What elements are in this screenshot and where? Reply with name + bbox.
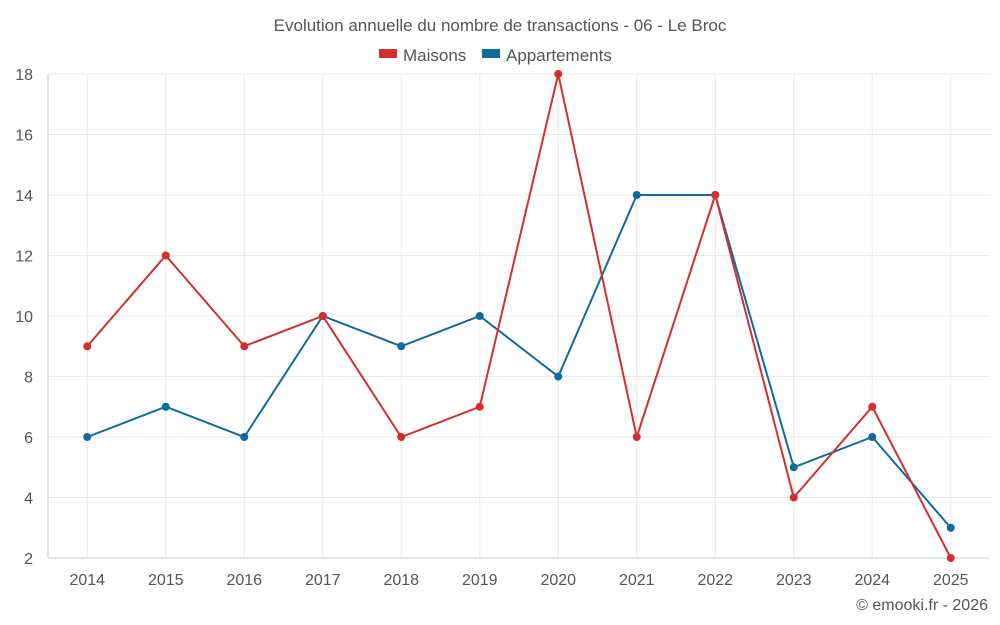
axes: 2 4 6 8 10 12 14 16 18 2014 2015 2016 2017 2018 2019 20… (15, 67, 990, 589)
y-tick-label: 2 (24, 551, 33, 568)
y-tick-label: 8 (24, 370, 33, 387)
data-point-maisons-2019[interactable] (475, 402, 484, 411)
data-point-maisons-2014[interactable] (83, 342, 92, 351)
data-point-appartements-2015[interactable] (161, 402, 170, 411)
data-point-maisons-2018[interactable] (397, 433, 406, 441)
y-tick-label: 18 (15, 67, 33, 84)
x-tick-label: 2018 (383, 572, 419, 589)
x-tick-label: 2022 (697, 572, 733, 589)
data-point-maisons-2017[interactable] (318, 312, 327, 320)
legend-item-appartements[interactable]: Appartements (482, 46, 612, 65)
legend-label-maisons: Maisons (403, 46, 466, 65)
data-point-appartements-2024[interactable] (868, 433, 877, 441)
data-point-appartements-2020[interactable] (554, 372, 563, 381)
x-tick-label: 2014 (69, 572, 105, 589)
data-point-maisons-2016[interactable] (240, 342, 249, 351)
legend-swatch-maisons (379, 49, 397, 58)
data-point-appartements-2018[interactable] (397, 342, 406, 351)
x-tick-label: 2015 (148, 572, 184, 589)
y-tick-label: 12 (15, 249, 33, 266)
grid (48, 73, 990, 558)
data-point-maisons-2024[interactable] (868, 402, 877, 411)
x-tick-label: 2025 (933, 572, 969, 589)
data-point-maisons-2022[interactable] (711, 191, 720, 199)
x-tick-label: 2023 (776, 572, 812, 589)
data-point-appartements-2025[interactable] (946, 523, 955, 532)
data-point-appartements-2023[interactable] (789, 463, 798, 472)
data-point-maisons-2025[interactable] (946, 554, 955, 562)
chart-title: Evolution annuelle du nombre de transact… (274, 16, 727, 35)
legend: Maisons Appartements (379, 46, 612, 65)
credit-text: © emooki.fr - 2026 (856, 597, 988, 614)
x-tick-label: 2017 (305, 572, 341, 589)
series-line-appartements (86, 194, 952, 529)
data-point-maisons-2020[interactable] (554, 70, 563, 78)
y-tick-label: 6 (24, 430, 33, 447)
series-line-maisons (86, 73, 952, 559)
x-tick-label: 2021 (619, 572, 655, 589)
x-tick-label: 2020 (540, 572, 576, 589)
series (83, 70, 955, 562)
data-point-maisons-2023[interactable] (789, 493, 798, 502)
legend-swatch-appartements (482, 49, 500, 58)
legend-label-appartements: Appartements (506, 46, 612, 65)
x-tick-label: 2024 (854, 572, 890, 589)
y-tick-label: 16 (15, 128, 33, 145)
data-point-appartements-2021[interactable] (632, 191, 641, 199)
x-tick-label: 2019 (462, 572, 498, 589)
data-point-appartements-2014[interactable] (83, 433, 92, 441)
data-point-appartements-2019[interactable] (475, 312, 484, 320)
x-tick-label: 2016 (226, 572, 262, 589)
y-tick-label: 10 (15, 309, 33, 326)
legend-item-maisons[interactable]: Maisons (379, 46, 466, 65)
data-point-maisons-2021[interactable] (632, 433, 641, 441)
y-tick-label: 4 (24, 491, 33, 508)
data-point-appartements-2016[interactable] (240, 433, 249, 441)
y-tick-label: 14 (15, 188, 33, 205)
data-point-maisons-2015[interactable] (161, 251, 170, 260)
